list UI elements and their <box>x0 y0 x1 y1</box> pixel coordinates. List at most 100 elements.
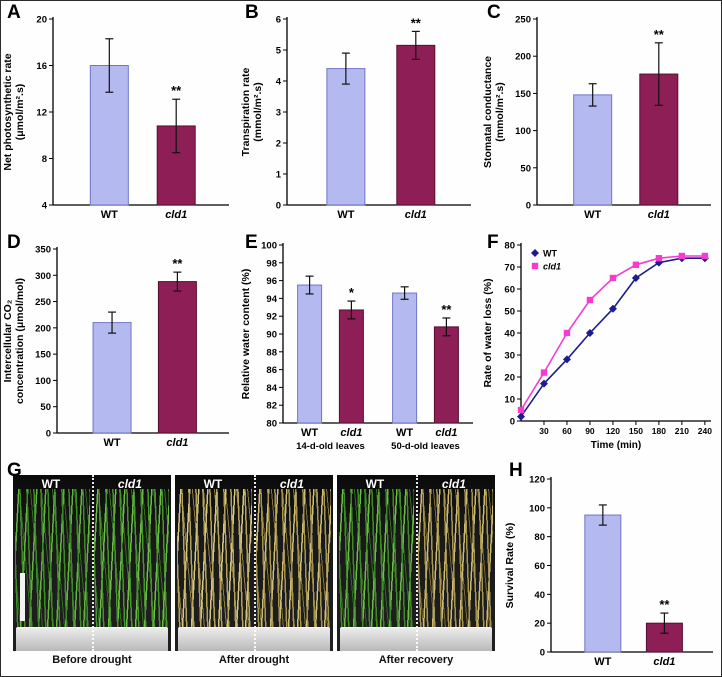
svg-text:cld1: cld1 <box>653 656 675 668</box>
bar-E-3-cld1 <box>433 326 459 424</box>
svg-text:86: 86 <box>266 365 277 376</box>
chart-svg-C: 0 50 100 150 200 250 Stomatal conductance (mmol… <box>482 15 711 221</box>
wt-label: WT <box>203 477 223 491</box>
x-ticks-F: 30 60 90 120 150 180 210 240 <box>539 421 712 436</box>
svg-text:WT: WT <box>594 656 611 668</box>
chart-H-survival-rate: 0 20 40 60 80 100 120 Survival Rate (%) WT ** cld1 <box>503 459 721 676</box>
panel-A: A 4 8 12 16 20 Net photosynthetic rate (μmol/m… <box>1 1 239 231</box>
plants-wt <box>339 489 414 629</box>
y-axis-label-F: Rate of water loss (%) <box>482 278 494 387</box>
bars-C: WT ** cld1 <box>573 27 679 221</box>
chart-svg-E: 80 82 84 86 88 90 92 94 96 98 100 Relative water co… <box>240 241 473 452</box>
photo-image-after-drought: WT cld1 <box>175 475 333 651</box>
axes-C <box>536 17 711 206</box>
svg-text:150: 150 <box>515 89 531 100</box>
svg-text:180: 180 <box>652 426 666 436</box>
photo-strip: WT cld1 Before drought WT cld1 After dro… <box>13 475 495 666</box>
svg-text:150: 150 <box>629 426 643 436</box>
y-axis-label-B: Transpiration rate (mmol/m².s) <box>240 68 264 157</box>
svg-text:Intercellular CO₂: Intercellular CO₂ <box>2 299 14 382</box>
y-ticks-A: 4 8 12 16 20 <box>36 15 53 212</box>
svg-text:84: 84 <box>266 383 277 394</box>
marker-square <box>655 255 663 262</box>
panel-letter-F: F <box>487 232 499 253</box>
chart-B-transpiration-rate: 0 1 2 3 4 5 6 Transpiration rate (mmol/m².s) WT **… <box>239 1 481 231</box>
svg-text:cld1: cld1 <box>165 209 187 221</box>
y-axis-label-H: Survival Rate (%) <box>504 523 516 609</box>
svg-text:14-d-old leaves: 14-d-old leaves <box>296 441 365 452</box>
svg-text:cld1: cld1 <box>543 262 561 272</box>
chart-D-intercellular-co2: 0 50 100 150 200 250 300 350 Intercellular CO₂ co… <box>1 231 239 459</box>
svg-text:Time (min): Time (min) <box>591 440 641 451</box>
svg-text:50: 50 <box>40 402 51 413</box>
svg-text:cld1: cld1 <box>166 437 188 449</box>
chart-svg-A: 4 8 12 16 20 Net photosynthetic rate (μmol/m².… <box>2 15 229 221</box>
bars-A: WT ** cld1 <box>89 38 196 221</box>
svg-text:6: 6 <box>276 15 281 26</box>
svg-text:150: 150 <box>35 350 51 361</box>
svg-text:80: 80 <box>504 241 515 252</box>
chart-svg-D: 0 50 100 150 200 250 300 350 Intercellular CO₂ co… <box>2 245 229 449</box>
svg-text:94: 94 <box>266 294 277 305</box>
svg-text:88: 88 <box>266 347 277 358</box>
svg-text:Transpiration rate: Transpiration rate <box>240 68 252 157</box>
svg-text:50-d-old leaves: 50-d-old leaves <box>391 441 460 452</box>
svg-text:50: 50 <box>520 163 531 174</box>
svg-text:**: ** <box>441 302 452 317</box>
svg-text:20: 20 <box>534 619 545 630</box>
svg-text:8: 8 <box>42 154 47 165</box>
wt-label: WT <box>365 477 385 491</box>
y-axis-label-C: Stomatal conductance (mmol/m².s) <box>482 56 506 168</box>
svg-text:4: 4 <box>42 201 48 212</box>
marker-diamond <box>539 379 548 388</box>
svg-text:250: 250 <box>35 297 51 308</box>
photo-caption-before-drought: Before drought <box>52 654 132 666</box>
svg-text:70: 70 <box>504 263 515 274</box>
series-cld1 <box>517 252 709 414</box>
axes-B <box>286 17 471 206</box>
svg-text:50: 50 <box>504 307 515 318</box>
marker-diamond <box>608 304 617 313</box>
svg-text:200: 200 <box>35 323 51 334</box>
svg-text:concentration (μmol/mol): concentration (μmol/mol) <box>14 278 26 404</box>
panel-C: C 0 50 100 150 200 250 Stomatal conductance (mm… <box>481 1 721 231</box>
svg-text:cld1: cld1 <box>648 209 670 221</box>
svg-text:200: 200 <box>515 52 531 63</box>
bar-C-0-WT <box>573 94 613 206</box>
bar-E-0-WT <box>297 284 323 424</box>
marker-square <box>563 329 571 337</box>
photo-half-cld1 <box>416 475 495 651</box>
svg-text:120: 120 <box>529 475 545 486</box>
panel-letter-G: G <box>7 460 22 481</box>
svg-text:90: 90 <box>585 426 595 436</box>
svg-text:4: 4 <box>276 77 282 88</box>
chart-E-relative-water-content: 80 82 84 86 88 90 92 94 96 98 100 Relative water co… <box>239 231 481 459</box>
photo-after-recovery: WT cld1 After recovery <box>337 475 495 666</box>
bar-D-0-WT <box>92 322 132 434</box>
svg-text:WT: WT <box>584 209 601 221</box>
photo-caption-after-recovery: After recovery <box>378 654 454 666</box>
bars-B: WT ** cld1 <box>326 15 436 221</box>
svg-text:30: 30 <box>539 426 549 436</box>
bar-B-1-cld1 <box>396 44 436 206</box>
panel-letter-B: B <box>245 2 259 23</box>
svg-text:100: 100 <box>35 376 51 387</box>
svg-text:1: 1 <box>276 170 282 181</box>
y-ticks-D: 0 50 100 150 200 250 300 350 <box>35 245 57 440</box>
svg-text:240: 240 <box>698 426 712 436</box>
cld1-label: cld1 <box>279 477 304 491</box>
photo-image-after-recovery: WT cld1 <box>337 475 495 651</box>
svg-text:92: 92 <box>266 312 277 323</box>
photo-half-cld1 <box>92 475 171 651</box>
bar-D-1-cld1 <box>157 281 197 434</box>
divider-dotted-line <box>254 475 256 651</box>
svg-text:Net photosynthetic rate: Net photosynthetic rate <box>2 53 14 170</box>
svg-text:WT: WT <box>103 437 120 449</box>
svg-text:120: 120 <box>606 426 620 436</box>
photo-half-wt <box>13 475 92 651</box>
svg-text:90: 90 <box>266 330 277 341</box>
panel-letter-D: D <box>7 232 21 253</box>
photo-caption-after-drought: After drought <box>218 654 290 666</box>
panel-D: D 0 50 100 150 200 250 300 350 Intercellular CO₂… <box>1 231 239 459</box>
